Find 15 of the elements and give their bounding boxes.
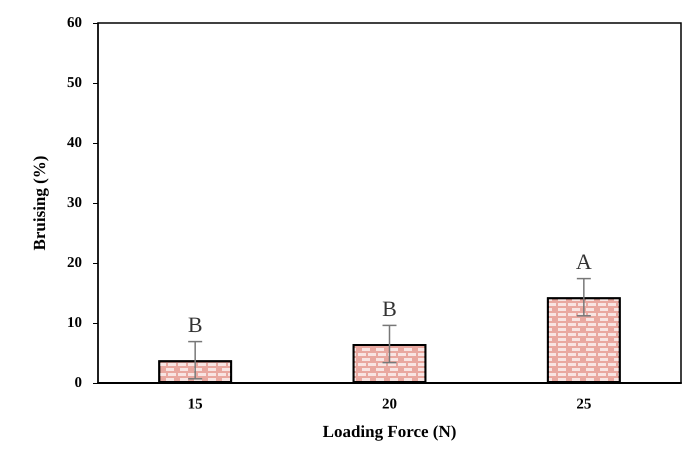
y-tick-label: 30 <box>67 195 82 211</box>
x-tick-label: 20 <box>382 396 397 412</box>
y-tick-label: 0 <box>74 375 82 391</box>
annotation: A <box>576 249 592 274</box>
y-tick-label: 10 <box>67 315 82 331</box>
x-tick-label: 15 <box>188 396 203 412</box>
y-tick-label: 40 <box>67 135 82 151</box>
x-axis-title: Loading Force (N) <box>322 422 456 441</box>
y-tick-label: 50 <box>67 75 82 91</box>
annotation: B <box>382 296 397 321</box>
x-tick-label: 25 <box>576 396 592 412</box>
y-tick-label: 20 <box>67 255 82 271</box>
y-tick-label: 60 <box>67 15 82 31</box>
annotation: B <box>188 312 203 338</box>
y-axis-title: Bruising (%) <box>30 156 49 250</box>
